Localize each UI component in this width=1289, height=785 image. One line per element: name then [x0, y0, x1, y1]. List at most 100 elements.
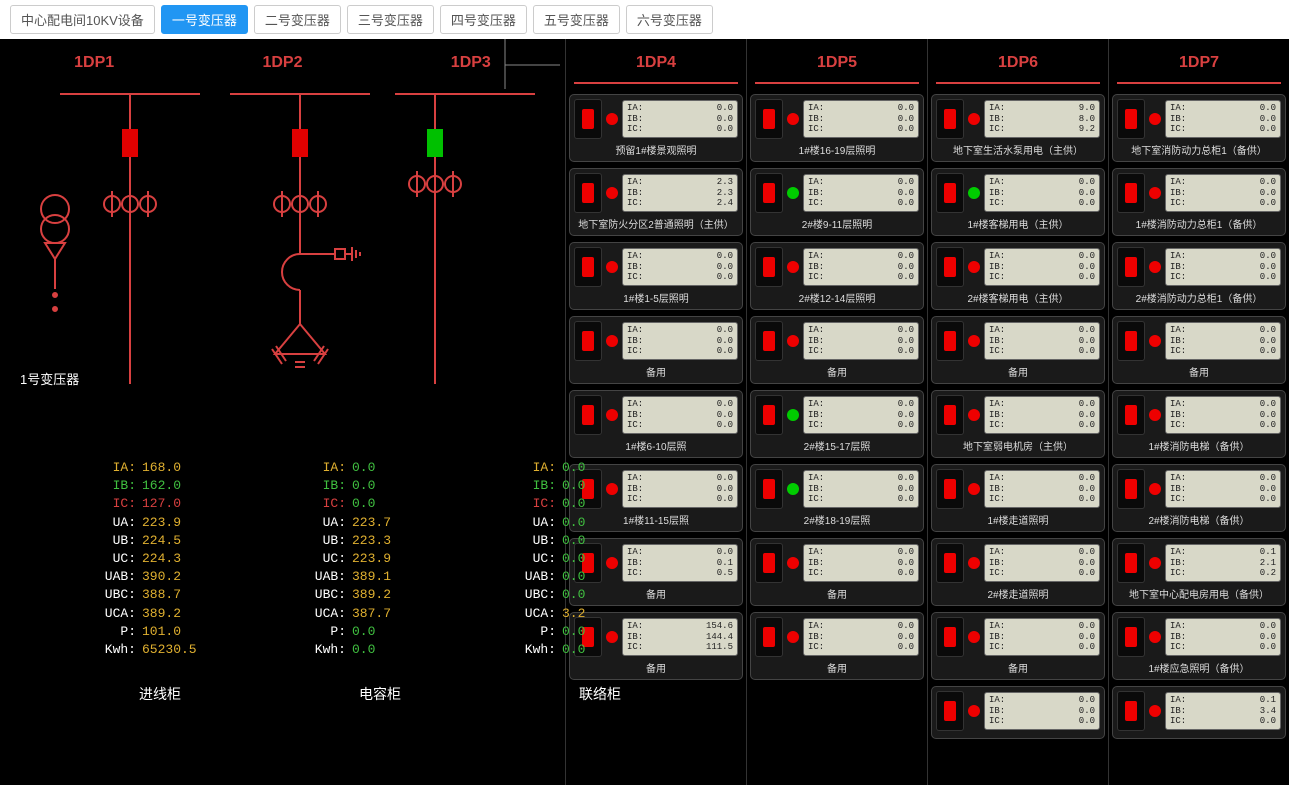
- panel-card[interactable]: IA:0.0IB:0.0IC:0.02#楼15-17层照: [750, 390, 924, 458]
- panel-card[interactable]: IA:0.0IB:0.0IC:0.01#楼应急照明（备供）: [1112, 612, 1286, 680]
- panel-card[interactable]: IA:0.0IB:0.0IC:0.02#楼客梯用电（主供）: [931, 242, 1105, 310]
- reading-value: 101.0: [142, 623, 181, 641]
- reading-value: 389.1: [352, 568, 391, 586]
- panel-card[interactable]: IA:0.0IB:0.0IC:0.0备用: [750, 316, 924, 384]
- lcd-readout: IA:0.1IB:2.1IC:0.2: [1165, 544, 1281, 582]
- panel-card[interactable]: IA:0.0IB:0.0IC:0.0备用: [931, 612, 1105, 680]
- panel-card[interactable]: IA:0.0IB:0.0IC:0.0地下室消防动力总柜1（备供）: [1112, 94, 1286, 162]
- panel-card[interactable]: IA:0.0IB:0.0IC:0.02#楼9-11层照明: [750, 168, 924, 236]
- panel-label: 1#楼6-10层照: [574, 435, 738, 453]
- lcd-readout: IA:0.0IB:0.0IC:0.0: [803, 322, 919, 360]
- panel-label: 备用: [574, 361, 738, 379]
- status-indicator-icon: [1149, 631, 1161, 643]
- panel-label: 2#楼消防电梯（备供）: [1117, 509, 1281, 527]
- lcd-readout: IA:0.0IB:0.0IC:0.0: [622, 248, 738, 286]
- reading-value: 387.7: [352, 605, 391, 623]
- reading-value: 162.0: [142, 477, 181, 495]
- lcd-readout: IA:0.0IB:0.0IC:0.0: [1165, 396, 1281, 434]
- reading-label: UAB:: [310, 568, 352, 586]
- status-indicator-icon: [1149, 557, 1161, 569]
- status-indicator-icon: [1149, 483, 1161, 495]
- panel-card[interactable]: IA:0.0IB:0.0IC:0.0备用: [750, 612, 924, 680]
- lcd-readout: IA:0.0IB:0.0IC:0.0: [803, 544, 919, 582]
- panel-card[interactable]: IA:0.0IB:0.0IC:0.01#楼走道照明: [931, 464, 1105, 532]
- lcd-readout: IA:0.0IB:0.0IC:0.0: [984, 322, 1100, 360]
- reading-label: IA:: [520, 459, 562, 477]
- breaker-switch-icon: [936, 691, 964, 731]
- reading-label: Kwh:: [100, 641, 142, 659]
- panel-card[interactable]: IA:0.0IB:0.0IC:0.0: [931, 686, 1105, 739]
- panel-label: 备用: [755, 583, 919, 601]
- panel-card[interactable]: IA:0.0IB:0.0IC:0.0地下室弱电机房（主供）: [931, 390, 1105, 458]
- panel-card[interactable]: IA:0.0IB:0.0IC:0.01#楼1-5层照明: [569, 242, 743, 310]
- lcd-readout: IA:0.0IB:0.0IC:0.0: [984, 174, 1100, 212]
- panel-card[interactable]: IA:2.3IB:2.3IC:2.4地下室防火分区2普通照明（主供）: [569, 168, 743, 236]
- status-indicator-icon: [606, 187, 618, 199]
- panel-card[interactable]: IA:0.0IB:0.0IC:0.0备用: [1112, 316, 1286, 384]
- reading-value: 127.0: [142, 495, 181, 513]
- panel-card[interactable]: IA:0.0IB:0.0IC:0.0备用: [750, 538, 924, 606]
- breaker-switch-icon: [1117, 617, 1145, 657]
- panel-card[interactable]: IA:0.0IB:0.0IC:0.02#楼消防电梯（备供）: [1112, 464, 1286, 532]
- reading-label: UC:: [520, 550, 562, 568]
- panel-card[interactable]: IA:0.1IB:3.4IC:0.0: [1112, 686, 1286, 739]
- panel-card[interactable]: IA:0.0IB:0.0IC:0.01#楼客梯用电（主供）: [931, 168, 1105, 236]
- status-indicator-icon: [968, 113, 980, 125]
- lcd-readout: IA:0.0IB:0.0IC:0.0: [984, 248, 1100, 286]
- panel-card[interactable]: IA:9.0IB:8.0IC:9.2地下室生活水泵用电（主供）: [931, 94, 1105, 162]
- status-indicator-icon: [1149, 113, 1161, 125]
- panel-card[interactable]: IA:0.0IB:0.0IC:0.0备用: [931, 316, 1105, 384]
- panel-card[interactable]: IA:0.0IB:0.0IC:0.0备用: [569, 316, 743, 384]
- reading-value: 168.0: [142, 459, 181, 477]
- breaker-switch-icon: [936, 173, 964, 213]
- reading-label: UA:: [100, 514, 142, 532]
- tab-5[interactable]: 五号变压器: [533, 5, 620, 34]
- reading-label: IA:: [310, 459, 352, 477]
- breaker-switch-icon: [1117, 469, 1145, 509]
- panel-label: 2#楼消防动力总柜1（备供）: [1117, 287, 1281, 305]
- tab-6[interactable]: 六号变压器: [626, 5, 713, 34]
- dp-column-1DP7: 1DP7IA:0.0IB:0.0IC:0.0地下室消防动力总柜1（备供）IA:0…: [1108, 39, 1289, 785]
- reading-label: IC:: [100, 495, 142, 513]
- tab-4[interactable]: 四号变压器: [440, 5, 527, 34]
- breaker-switch-icon: [1117, 99, 1145, 139]
- panel-label: 备用: [936, 361, 1100, 379]
- reading-value: 388.7: [142, 586, 181, 604]
- panel-card[interactable]: IA:0.0IB:0.0IC:0.01#楼6-10层照: [569, 390, 743, 458]
- panel-card[interactable]: IA:0.0IB:0.0IC:0.01#楼消防电梯（备供）: [1112, 390, 1286, 458]
- tab-2[interactable]: 二号变压器: [254, 5, 341, 34]
- panel-card[interactable]: IA:0.1IB:2.1IC:0.2地下室中心配电房用电（备供）: [1112, 538, 1286, 606]
- lcd-readout: IA:0.0IB:0.0IC:0.0: [984, 618, 1100, 656]
- status-indicator-icon: [787, 261, 799, 273]
- lcd-readout: IA:0.0IB:0.0IC:0.0: [622, 322, 738, 360]
- panel-label: 备用: [936, 657, 1100, 675]
- panel-card[interactable]: IA:0.0IB:0.0IC:0.02#楼走道照明: [931, 538, 1105, 606]
- panel-label: 2#楼客梯用电（主供）: [936, 287, 1100, 305]
- tab-3[interactable]: 三号变压器: [347, 5, 434, 34]
- lcd-readout: IA:0.0IB:0.0IC:0.0: [1165, 248, 1281, 286]
- electrical-diagram: [0, 39, 565, 419]
- panel-card[interactable]: IA:0.0IB:0.0IC:0.0预留1#楼景观照明: [569, 94, 743, 162]
- panel-card[interactable]: IA:0.0IB:0.0IC:0.01#楼16-19层照明: [750, 94, 924, 162]
- reading-value: 224.3: [142, 550, 181, 568]
- status-indicator-icon: [1149, 705, 1161, 717]
- panel-card[interactable]: IA:0.0IB:0.0IC:0.02#楼18-19层照: [750, 464, 924, 532]
- panel-card[interactable]: IA:0.0IB:0.0IC:0.02#楼消防动力总柜1（备供）: [1112, 242, 1286, 310]
- dp-column-1DP4: 1DP4IA:0.0IB:0.0IC:0.0预留1#楼景观照明IA:2.3IB:…: [565, 39, 746, 785]
- reading-label: UAB:: [100, 568, 142, 586]
- breaker-switch-icon: [1117, 173, 1145, 213]
- breaker-switch-icon: [755, 469, 783, 509]
- tab-1[interactable]: 一号变压器: [161, 5, 248, 34]
- status-indicator-icon: [787, 113, 799, 125]
- tab-0[interactable]: 中心配电间10KV设备: [10, 5, 155, 34]
- status-indicator-icon: [968, 631, 980, 643]
- breaker-switch-icon: [574, 173, 602, 213]
- status-indicator-icon: [968, 335, 980, 347]
- reading-label: IB:: [310, 477, 352, 495]
- panel-card[interactable]: IA:0.0IB:0.0IC:0.01#楼消防动力总柜1（备供）: [1112, 168, 1286, 236]
- panel-card[interactable]: IA:0.0IB:0.0IC:0.02#楼12-14层照明: [750, 242, 924, 310]
- lcd-readout: IA:0.0IB:0.0IC:0.0: [1165, 174, 1281, 212]
- reading-value: 389.2: [142, 605, 181, 623]
- lcd-readout: IA:0.0IB:0.0IC:0.0: [1165, 322, 1281, 360]
- panel-label: 1#楼走道照明: [936, 509, 1100, 527]
